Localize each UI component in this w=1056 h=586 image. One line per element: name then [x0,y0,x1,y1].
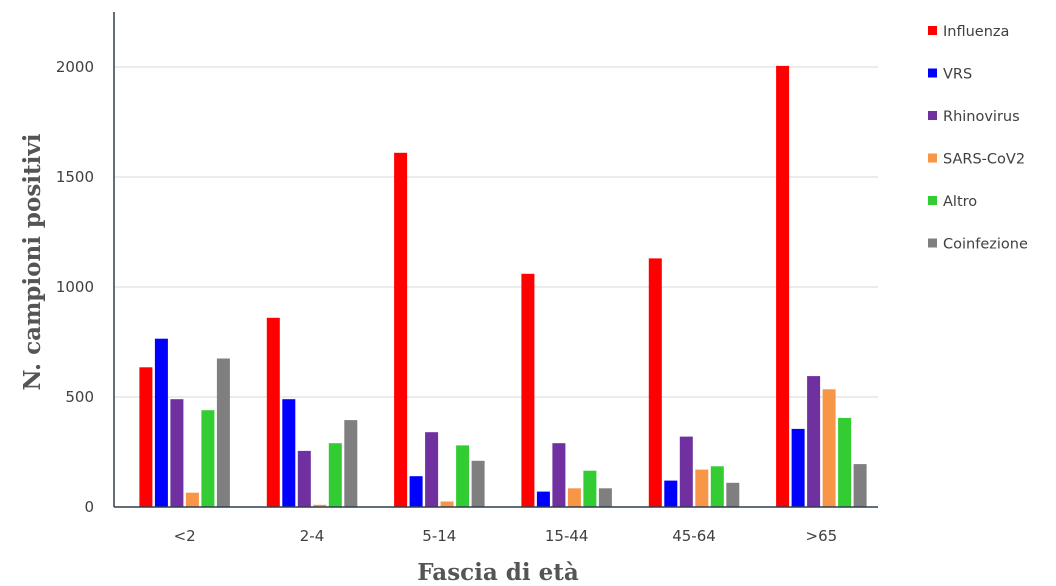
bar-sars-cov2-3 [567,488,581,507]
axes [113,12,878,508]
y-tick-label: 2000 [56,58,94,76]
bar-altro-0 [201,410,215,507]
bar-influenza-1 [266,317,280,507]
bar-influenza-5 [776,65,790,508]
bar-altro-3 [583,470,597,507]
bar-rhinovirus-3 [552,443,566,507]
bar-altro-5 [838,417,852,507]
bar-rhinovirus-2 [425,432,439,507]
x-tick-label: 2-4 [300,527,325,545]
bar-vrs-2 [409,476,423,507]
bars [139,65,867,508]
x-tick-label: 45-64 [672,527,716,545]
bar-sars-cov2-1 [313,504,327,507]
bar-coinfezione-4 [726,482,740,507]
bar-altro-2 [456,445,470,507]
x-tick-labels: <2 2-4 5-14 15-44 45-64 >65 [174,527,838,545]
bar-rhinovirus-1 [297,450,311,507]
legend-label: VRS [943,67,972,83]
legend-swatch [928,26,937,35]
bar-vrs-1 [282,399,296,507]
y-tick-label: 1000 [56,278,94,296]
legend-label: Altro [943,194,977,210]
bar-influenza-4 [648,258,662,507]
legend-swatch [928,196,937,205]
y-tick-labels: 0 500 1000 1500 2000 [56,58,94,516]
gridlines [114,66,878,398]
bar-rhinovirus-4 [679,436,693,507]
x-axis-title: Fascia di età [417,559,579,586]
x-tick-label: 15-44 [545,527,589,545]
x-tick-label: 5-14 [422,527,456,545]
legend-swatch [928,153,937,163]
x-tick-label: <2 [174,527,196,545]
y-tick-label: 0 [84,498,94,516]
legend-swatch [928,111,937,120]
y-tick-label: 500 [65,388,94,406]
bar-vrs-3 [536,491,550,507]
bar-sars-cov2-5 [822,389,836,507]
bar-sars-cov2-4 [695,469,709,507]
legend-swatch [928,68,937,78]
bar-vrs-5 [791,428,805,507]
legend-label: Coinfezione [943,237,1028,253]
bar-influenza-0 [139,367,153,507]
bar-coinfezione-0 [216,358,230,507]
bar-rhinovirus-5 [807,376,821,507]
x-tick-label: >65 [806,527,838,545]
legend-swatch [928,238,937,248]
bar-coinfezione-5 [853,464,867,507]
bar-influenza-2 [394,152,408,508]
bar-coinfezione-3 [598,488,612,507]
bar-coinfezione-2 [471,460,485,507]
legend-label: Influenza [943,24,1009,40]
bar-vrs-0 [154,338,168,507]
bar-sars-cov2-0 [185,492,199,507]
y-tick-label: 1500 [56,168,94,186]
bar-altro-4 [710,466,724,507]
legend: Influenza VRS Rhinovirus SARS-CoV2 Altro Coin… [928,24,1028,253]
bar-rhinovirus-0 [170,399,184,507]
legend-label: Rhinovirus [943,109,1020,125]
bar-vrs-4 [664,480,678,507]
legend-label: SARS-CoV2 [943,152,1025,168]
bar-sars-cov2-2 [440,501,454,507]
y-axis-title: N. campioni positivi [19,133,46,390]
bar-coinfezione-1 [344,420,358,507]
bar-altro-1 [328,443,342,507]
bar-influenza-3 [521,273,535,507]
